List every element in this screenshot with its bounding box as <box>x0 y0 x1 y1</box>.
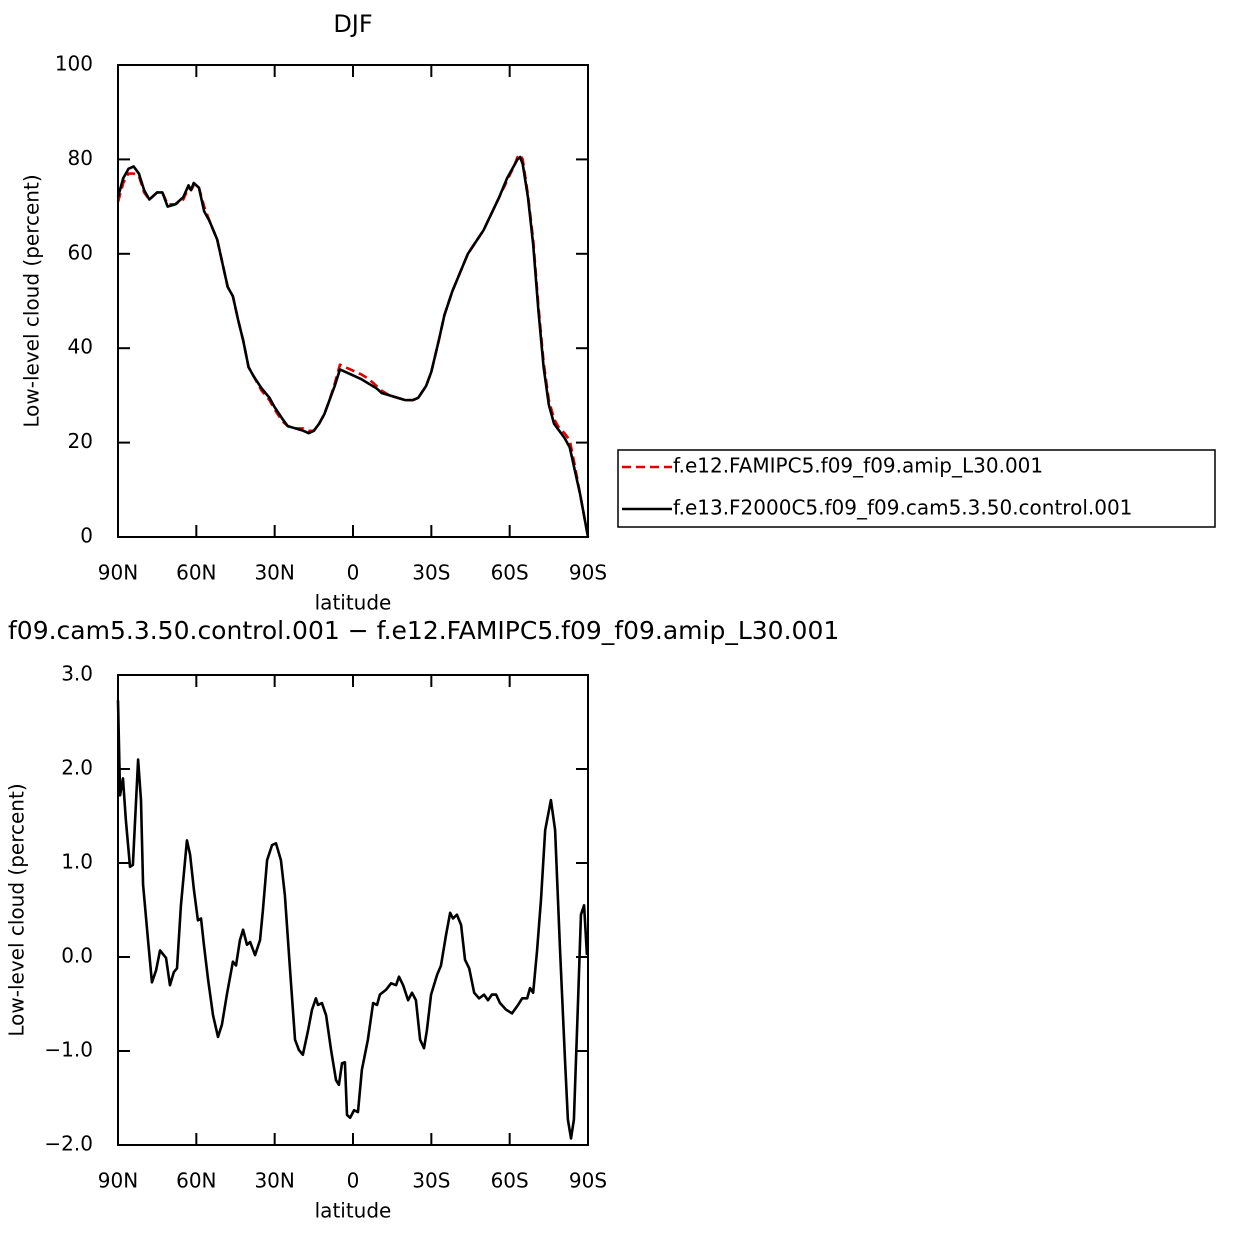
x-axis-label: latitude <box>315 591 392 615</box>
y-tick-label: 2.0 <box>61 756 93 780</box>
series-line <box>116 153 590 538</box>
series-line <box>116 155 590 538</box>
x-tick-label: 30N <box>254 1169 294 1193</box>
y-tick-label: −2.0 <box>44 1132 93 1156</box>
x-tick-label: 0 <box>347 561 360 585</box>
y-axis-label: Low-level cloud (percent) <box>20 174 44 427</box>
y-tick-label: 60 <box>68 240 93 264</box>
x-tick-label: 90S <box>569 561 607 585</box>
y-tick-label: 20 <box>68 429 93 453</box>
chart-title: DJF <box>333 10 372 38</box>
y-tick-label: 100 <box>55 52 93 76</box>
x-tick-label: 60N <box>176 1169 216 1193</box>
x-tick-label: 90N <box>98 1169 138 1193</box>
legend-label: f.e13.F2000C5.f09_f09.cam5.3.50.control.… <box>673 496 1132 520</box>
series-line <box>116 700 589 1140</box>
y-tick-label: 0.0 <box>61 944 93 968</box>
x-tick-label: 60S <box>491 561 529 585</box>
x-tick-label: 90N <box>98 561 138 585</box>
x-tick-label: 30N <box>254 561 294 585</box>
x-axis-label: latitude <box>315 1199 392 1223</box>
x-tick-label: 90S <box>569 1169 607 1193</box>
x-tick-label: 60S <box>491 1169 529 1193</box>
chart-title: f09.cam5.3.50.control.001 − f.e12.FAMIPC… <box>8 616 839 645</box>
y-tick-label: 1.0 <box>61 850 93 874</box>
x-tick-label: 30S <box>412 1169 450 1193</box>
y-tick-label: 40 <box>68 335 93 359</box>
y-axis-label: Low-level cloud (percent) <box>5 783 29 1036</box>
x-tick-label: 0 <box>347 1169 360 1193</box>
legend-box <box>617 449 1216 528</box>
x-tick-label: 60N <box>176 561 216 585</box>
y-tick-label: 80 <box>68 146 93 170</box>
x-tick-label: 30S <box>412 561 450 585</box>
y-tick-label: −1.0 <box>44 1038 93 1062</box>
plot-frame <box>117 64 589 538</box>
legend-label: f.e12.FAMIPC5.f09_f09.amip_L30.001 <box>673 454 1043 478</box>
y-tick-label: 3.0 <box>61 662 93 686</box>
y-tick-label: 0 <box>80 524 93 548</box>
plot-frame <box>117 674 589 1146</box>
